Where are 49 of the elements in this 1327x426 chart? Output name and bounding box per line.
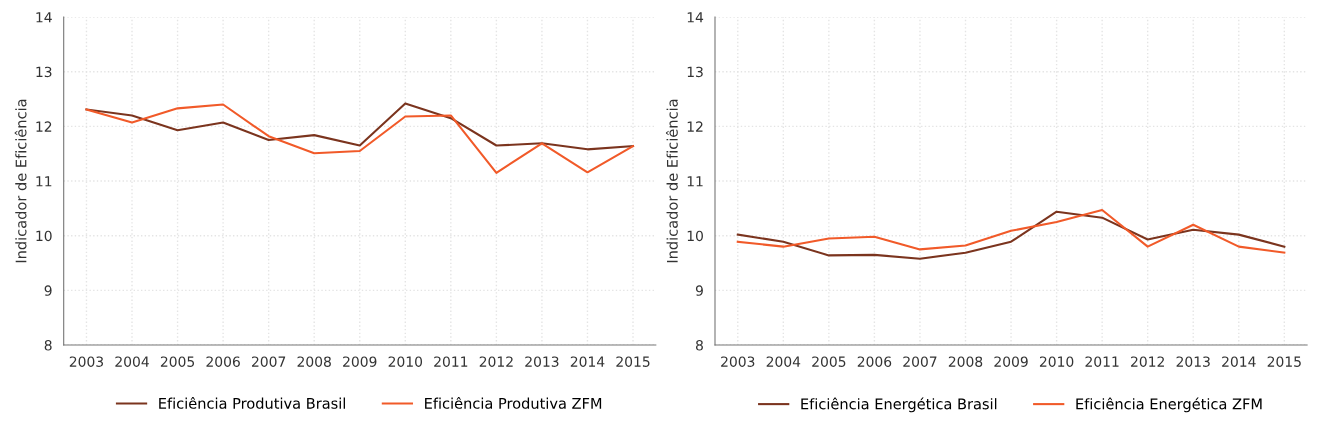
- y-tick-label: 10: [36, 230, 52, 242]
- x-tick-label: 2007: [903, 356, 937, 367]
- legend-label: Eficiência Energética Brasil: [801, 397, 997, 413]
- x-tick-label: 2005: [160, 356, 195, 367]
- x-tick-label: 2012: [1131, 356, 1164, 367]
- x-tick-label: 2006: [857, 356, 892, 367]
- x-tick-label: 2013: [525, 356, 559, 367]
- y-tick-label: 11: [36, 176, 52, 187]
- x-tick-label: 2008: [948, 356, 983, 367]
- y-axis-title: Indicador de Eficiência: [665, 99, 678, 263]
- line-series: [736, 210, 1286, 260]
- x-tick-label: 2014: [1222, 356, 1256, 367]
- x-tick-label: 2012: [479, 356, 513, 367]
- x-tick-label: 2009: [994, 356, 1028, 367]
- legend-label: Eficiência Energética ZFM: [1076, 397, 1262, 413]
- y-tick-label: 14: [687, 12, 704, 23]
- x-tick-label: 2015: [1267, 356, 1301, 367]
- y-tick-label: 12: [36, 121, 52, 132]
- y-tick-label: 12: [687, 121, 703, 132]
- x-tick-label: 2009: [343, 356, 377, 367]
- x-tick-label: 2007: [252, 356, 286, 367]
- x-tick-label: 2013: [1176, 356, 1210, 367]
- x-tick-label: 2010: [388, 356, 423, 367]
- x-tick-label: 2014: [570, 356, 605, 367]
- y-tick-label: 11: [687, 176, 703, 187]
- y-tick-label: 10: [687, 230, 703, 242]
- y-tick-label: 14: [36, 12, 52, 23]
- x-tick-label: 2004: [115, 356, 149, 367]
- x-tick-label: 2006: [206, 356, 240, 367]
- y-tick-label: 9: [695, 285, 703, 296]
- x-tick-label: 2011: [1085, 356, 1119, 367]
- y-tick-label: 8: [44, 340, 52, 351]
- x-tick-label: 2005: [812, 356, 846, 367]
- legend-label: Eficiência Produtiva Brasil: [159, 396, 345, 409]
- y-axis-title: Indicador de Eficiência: [14, 99, 27, 263]
- y-tick-label: 13: [36, 66, 52, 78]
- y-tick-label: 9: [44, 285, 52, 296]
- line-series: [736, 208, 1286, 254]
- legend-label: Eficiência Produtiva ZFM: [425, 396, 602, 409]
- x-tick-label: 2003: [721, 356, 755, 367]
- x-tick-label: 2008: [297, 356, 331, 367]
- x-tick-label: 2003: [69, 356, 104, 367]
- x-tick-label: 2004: [766, 356, 801, 367]
- x-tick-label: 2011: [434, 356, 468, 367]
- x-tick-label: 2010: [1039, 356, 1074, 367]
- line-series: [85, 103, 635, 174]
- y-tick-label: 8: [695, 340, 703, 351]
- y-tick-label: 13: [687, 66, 703, 78]
- x-tick-label: 2015: [616, 356, 650, 367]
